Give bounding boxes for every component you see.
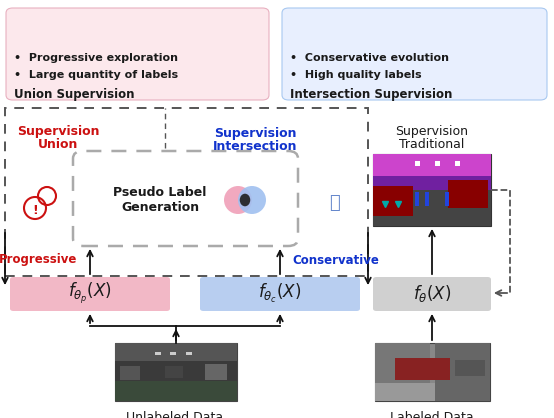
FancyBboxPatch shape (6, 8, 269, 100)
Ellipse shape (224, 186, 252, 214)
Text: •  Progressive exploration: • Progressive exploration (14, 53, 178, 63)
Bar (205, 364, 227, 380)
Bar (186, 352, 192, 355)
Text: Traditional: Traditional (399, 138, 465, 151)
FancyBboxPatch shape (200, 277, 360, 311)
Bar (395, 358, 450, 380)
Text: $f_{\theta_p}(X)$: $f_{\theta_p}(X)$ (68, 280, 112, 306)
Bar (115, 343, 237, 401)
Text: $f_{\theta_c}(X)$: $f_{\theta_c}(X)$ (258, 281, 301, 305)
Bar (415, 161, 420, 166)
Bar (373, 154, 491, 190)
Bar (115, 343, 237, 361)
FancyBboxPatch shape (282, 8, 547, 100)
Bar (375, 343, 490, 401)
Text: !: ! (32, 204, 38, 217)
Bar (115, 361, 237, 381)
Bar (455, 161, 460, 166)
Bar (155, 352, 161, 355)
Bar (375, 383, 490, 401)
Ellipse shape (238, 186, 266, 214)
Text: $f_{\theta}(X)$: $f_{\theta}(X)$ (413, 283, 451, 303)
FancyBboxPatch shape (373, 277, 491, 311)
Text: Supervision: Supervision (396, 125, 469, 138)
Bar (373, 154, 491, 176)
Bar (448, 180, 488, 208)
Text: Union Supervision: Union Supervision (14, 88, 135, 101)
Text: 🤝: 🤝 (330, 194, 340, 212)
Bar (120, 366, 140, 380)
Bar (375, 343, 430, 383)
Text: Supervision: Supervision (214, 127, 296, 140)
Bar (435, 343, 490, 401)
Bar (455, 360, 485, 376)
Bar (165, 366, 183, 378)
Text: Union: Union (38, 138, 78, 151)
Bar (425, 192, 429, 206)
Bar (373, 190, 491, 226)
Text: Intersection Supervision: Intersection Supervision (290, 88, 453, 101)
Bar (115, 381, 237, 401)
Text: •  Large quantity of labels: • Large quantity of labels (14, 70, 178, 80)
Bar (445, 192, 449, 206)
Text: Supervision: Supervision (17, 125, 99, 138)
Text: Labeled Data: Labeled Data (390, 411, 474, 418)
Bar (5, 108, 368, 276)
Text: •  Conservative evolution: • Conservative evolution (290, 53, 449, 63)
Text: Intersection: Intersection (213, 140, 297, 153)
Bar (373, 154, 491, 226)
Text: Pseudo Label
Generation: Pseudo Label Generation (114, 186, 207, 214)
Bar (373, 186, 413, 216)
Bar (415, 192, 419, 206)
Bar (435, 161, 440, 166)
Ellipse shape (240, 194, 250, 206)
FancyBboxPatch shape (10, 277, 170, 311)
Text: •  High quality labels: • High quality labels (290, 70, 422, 80)
Text: Progressive: Progressive (0, 253, 77, 267)
Text: Unlabeled Data: Unlabeled Data (126, 411, 224, 418)
Bar (170, 352, 176, 355)
Text: Conservative: Conservative (293, 253, 379, 267)
